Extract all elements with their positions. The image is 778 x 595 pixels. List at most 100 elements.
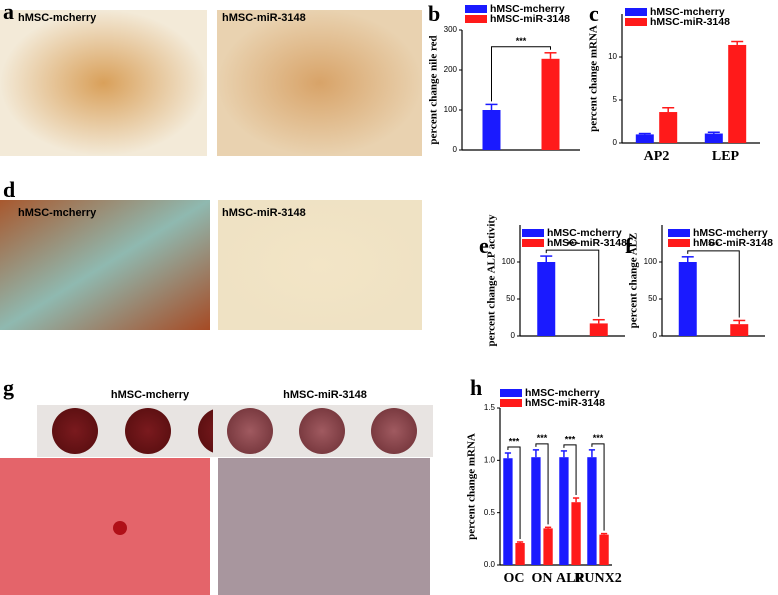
y-tick-label: 50	[648, 294, 657, 303]
bar	[503, 458, 513, 565]
well	[371, 408, 417, 454]
legend-label: hMSC-mcherry	[490, 3, 565, 15]
y-tick-label: 5	[613, 95, 618, 104]
panel-letter: a	[3, 0, 14, 24]
legend-swatch	[500, 389, 522, 397]
legend-swatch	[625, 8, 647, 16]
y-axis-label: percent change mRNA	[588, 25, 600, 132]
y-tick-label: 1.5	[484, 403, 496, 412]
micrograph	[0, 10, 207, 156]
micrograph	[0, 458, 210, 595]
micrograph	[218, 458, 430, 595]
y-tick-label: 0.0	[484, 560, 496, 569]
micrograph	[0, 200, 210, 330]
bar	[531, 457, 541, 565]
significance-bracket	[687, 250, 740, 318]
bar	[728, 44, 747, 143]
bar	[730, 324, 749, 336]
x-tick-label: LEP	[712, 149, 740, 164]
y-tick-label: 300	[444, 25, 458, 34]
significance-label: ***	[509, 436, 520, 446]
y-tick-label: 0	[613, 138, 618, 147]
panel-letter: g	[3, 375, 14, 400]
image-label: hMSC-miR-3148	[222, 12, 306, 24]
legend-swatch	[465, 5, 487, 13]
legend-label: hMSC-mcherry	[547, 227, 622, 239]
significance-label: ***	[537, 433, 548, 443]
bar	[635, 134, 654, 143]
bar	[704, 133, 723, 143]
significance-bracket	[507, 446, 521, 539]
significance-label: ***	[593, 433, 604, 443]
significance-label: ***	[708, 240, 719, 250]
panel-letter: f	[625, 233, 633, 258]
legend-label: hMSC-miR-3148	[525, 397, 605, 409]
bar	[543, 528, 553, 565]
panel-letter: h	[470, 375, 482, 400]
legend-label: hMSC-miR-3148	[693, 237, 773, 249]
image-label: hMSC-mcherry	[18, 207, 97, 219]
well	[299, 408, 345, 454]
image-label: hMSC-miR-3148	[283, 389, 367, 401]
y-tick-label: 100	[502, 257, 516, 266]
y-axis-label: percent change ALZ	[628, 233, 640, 329]
legend-swatch	[668, 229, 690, 237]
micrograph	[217, 10, 422, 156]
legend-swatch	[625, 18, 647, 26]
significance-bracket	[491, 46, 551, 102]
significance-label: ***	[516, 36, 527, 46]
legend-label: hMSC-miR-3148	[650, 16, 730, 28]
image-label: hMSC-mcherry	[111, 389, 190, 401]
y-tick-label: 0.5	[484, 508, 496, 517]
significance-bracket	[591, 443, 605, 531]
y-tick-label: 0	[453, 145, 458, 154]
panel-letter: d	[3, 177, 15, 202]
x-tick-label: RUNX2	[574, 571, 621, 586]
significance-bracket	[535, 443, 549, 525]
legend-label: hMSC-miR-3148	[547, 237, 627, 249]
y-tick-label: 100	[644, 257, 658, 266]
y-tick-label: 0	[653, 331, 658, 340]
x-tick-label: ALP	[556, 571, 584, 586]
bar	[571, 502, 581, 565]
well	[52, 408, 98, 454]
bar	[515, 543, 525, 565]
legend-swatch	[522, 239, 544, 247]
nodule	[113, 521, 127, 535]
legend-label: hMSC-mcherry	[525, 387, 600, 399]
bar	[589, 323, 608, 336]
bar	[599, 534, 609, 565]
panel-letter: c	[589, 1, 599, 26]
y-axis-label: percent change ALP activity	[486, 214, 498, 347]
legend-label: hMSC-miR-3148	[490, 13, 570, 25]
y-tick-label: 200	[444, 65, 458, 74]
well	[227, 408, 273, 454]
legend-swatch	[522, 229, 544, 237]
bar	[559, 457, 569, 565]
bar	[541, 58, 560, 150]
x-tick-label: ON	[532, 571, 553, 586]
image-label: hMSC-miR-3148	[222, 207, 306, 219]
image-label: hMSC-mcherry	[18, 12, 97, 24]
x-tick-label: AP2	[644, 149, 670, 164]
significance-label: ***	[567, 239, 578, 249]
bar	[678, 262, 697, 336]
legend-label: hMSC-mcherry	[693, 227, 768, 239]
legend-swatch	[500, 399, 522, 407]
legend-swatch	[465, 15, 487, 23]
panel-letter: e	[479, 233, 489, 258]
y-tick-label: 10	[608, 52, 617, 61]
y-axis-label: percent change mRNA	[466, 433, 478, 540]
bar	[482, 110, 501, 150]
panel-letter: b	[428, 1, 440, 26]
y-tick-label: 100	[444, 105, 458, 114]
legend-swatch	[668, 239, 690, 247]
y-tick-label: 1.0	[484, 455, 496, 464]
bar	[587, 457, 597, 565]
y-axis-label: percent change nile red	[428, 35, 440, 144]
y-tick-label: 0	[511, 331, 516, 340]
significance-label: ***	[565, 434, 576, 444]
bar	[659, 112, 678, 143]
significance-bracket	[563, 444, 577, 496]
